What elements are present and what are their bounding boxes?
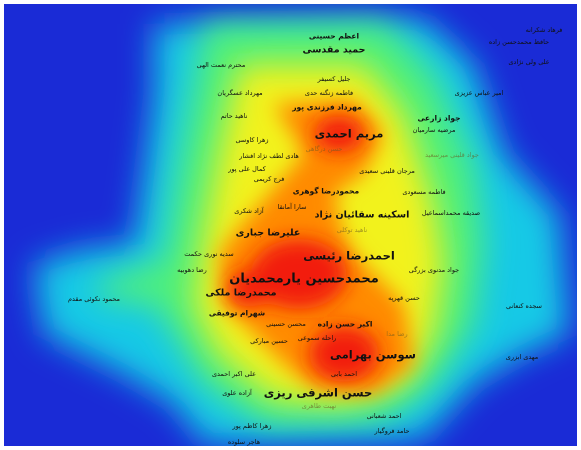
hotspot-maryam-ahmadi xyxy=(314,116,364,152)
density-map: فرهاد شکرانه حافظ محمدحسن زاده علی ولی ن… xyxy=(4,4,577,446)
author-label: احمدرضا رئیسی xyxy=(303,248,395,263)
author-label: علی اکبر احمدی xyxy=(211,369,257,378)
author-label: حسن درگاهی xyxy=(305,144,343,153)
author-label: محترم نعمت الهی xyxy=(196,60,246,69)
author-label: مهرداد عسگریان xyxy=(217,88,263,97)
author-label: هاجر سلوده xyxy=(227,437,261,446)
author-label: محمودرضا گوهری xyxy=(292,186,360,196)
author-label: کمال علی پور xyxy=(228,164,266,173)
author-label: مهرداد فرزندی پور xyxy=(292,102,362,112)
author-label: هادی لطف نژاد افشار xyxy=(239,151,299,160)
author-label: صدیقه محمداسماعیل xyxy=(421,208,481,217)
author-label: جلیل کسیفر xyxy=(317,74,351,83)
author-label: ناهید حاتم xyxy=(220,111,248,120)
author-label: ناهید توکلی xyxy=(336,225,368,234)
author-label: زهرا کاوسی xyxy=(235,135,269,144)
author-label: حافظ محمدحسن زاده xyxy=(488,37,550,46)
density-heatmap xyxy=(34,19,569,444)
author-label: اکبر حسن زاده xyxy=(317,319,373,329)
author-label: زهرا کاظم پور xyxy=(232,421,272,430)
author-label: فرهاد شکرانه xyxy=(525,25,563,34)
author-label: محمدرضا ملکی xyxy=(205,287,277,299)
author-label: سوسن بهرامی xyxy=(330,347,416,362)
author-label: مرجان قلینی سعیدی xyxy=(359,166,415,175)
author-label: شهرام توفیقی xyxy=(208,308,266,318)
author-label: حسن قهرپه xyxy=(388,293,420,302)
author-label: سدیه نوری حکمت xyxy=(184,249,234,258)
author-label: مریم احمدی xyxy=(314,126,384,141)
author-label: فاطمه مسعودی xyxy=(402,187,446,196)
author-label: راحله سموعی xyxy=(297,333,337,342)
author-label: فرج کریمی xyxy=(253,174,285,183)
author-label: مهدی ابزری xyxy=(505,352,539,361)
author-label: حمید مقدسی xyxy=(302,44,366,56)
author-label: علی ولی نژادی xyxy=(508,57,550,66)
author-label: علیرضا جباری xyxy=(235,227,301,239)
author-label: احمد شعبانی xyxy=(366,411,402,420)
author-label: رضا دهوبیه xyxy=(177,265,207,274)
author-label: محمدحسین یارمحمدیان xyxy=(229,271,379,287)
author-label: سجده کنعانی xyxy=(506,301,542,310)
author-label: جواد مدنوی بزرگی xyxy=(408,265,460,274)
author-label: جواد قلینی میرسعید xyxy=(425,150,479,159)
author-label: سارا آمانقا xyxy=(277,202,307,211)
author-label: جواد زارعی xyxy=(417,113,461,123)
hotspot-west xyxy=(227,271,271,307)
author-label: احمد بابی xyxy=(330,369,358,378)
author-label: نهبت طاهری xyxy=(301,401,337,410)
author-label: حسن اشرفی ریزی xyxy=(263,385,373,400)
author-label: مرضیه سارمیان xyxy=(412,125,456,134)
author-label: محمود نکوئی مقدم xyxy=(67,294,121,303)
hotspot-south xyxy=(309,326,379,382)
author-label: آزاد شکری xyxy=(234,206,264,215)
author-label: آزاده علوی xyxy=(222,388,252,397)
author-label: حسین مبارکی xyxy=(250,336,288,345)
author-label: فاطمه زنگنه حدی xyxy=(304,88,354,97)
author-label: امیر عباس عزیزی xyxy=(454,88,504,97)
author-label: محسن حسینی xyxy=(266,319,306,328)
author-label: رضا مدا xyxy=(386,329,408,338)
hotspot-center xyxy=(251,239,347,309)
author-label: حامد فروگیار xyxy=(374,426,410,435)
author-label: اعظم حسینی xyxy=(308,31,360,41)
author-label: اسکینه سقائیان نژاد xyxy=(314,209,410,221)
